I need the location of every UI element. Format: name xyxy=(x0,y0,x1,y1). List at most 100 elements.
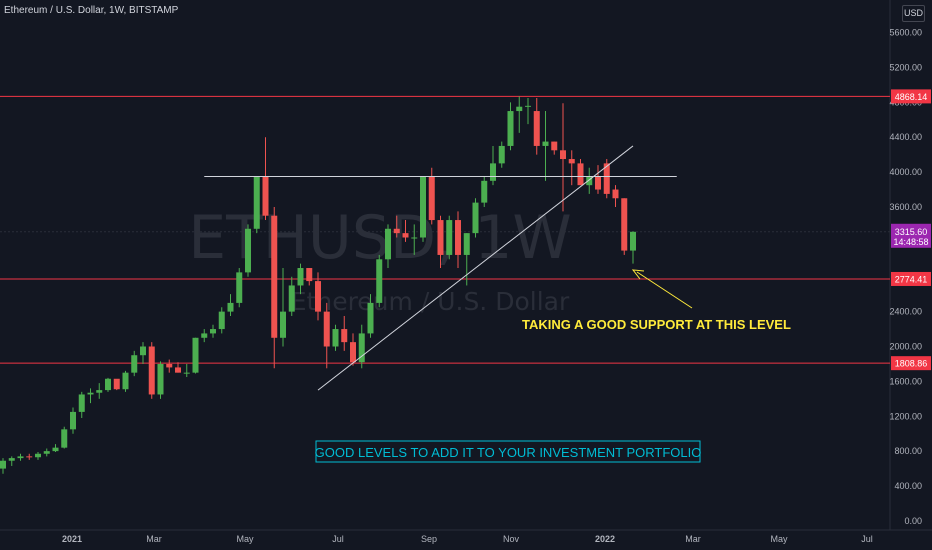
candle xyxy=(306,268,313,286)
portfolio-note-box xyxy=(315,440,701,463)
candle-body xyxy=(122,372,129,390)
candle-body xyxy=(463,233,470,255)
x-tick-label: Mar xyxy=(146,534,162,544)
level-price-label: 4868.14 xyxy=(895,92,928,102)
candle xyxy=(525,97,531,125)
candle-body xyxy=(227,302,234,312)
portfolio-annotation: GOOD LEVELS TO ADD IT TO YOUR INVESTMENT… xyxy=(315,440,701,463)
candle xyxy=(332,324,339,351)
candle-body xyxy=(367,302,374,334)
candle xyxy=(105,377,111,392)
candle-body xyxy=(43,451,50,454)
candle xyxy=(43,448,50,457)
candle xyxy=(490,145,496,186)
bar-countdown-label: 14:48:58 xyxy=(893,237,928,247)
candle-body xyxy=(446,220,453,255)
candle-body xyxy=(455,220,461,255)
support-annotation: TAKING A GOOD SUPPORT AT THIS LEVEL xyxy=(522,269,791,332)
candle-body xyxy=(148,346,155,395)
x-tick-label: Jul xyxy=(861,534,873,544)
candle-body xyxy=(516,106,523,112)
candle xyxy=(446,215,453,260)
trend-line xyxy=(317,145,634,391)
candle-body xyxy=(586,176,593,186)
x-tick-label: May xyxy=(770,534,788,544)
candle-body xyxy=(560,150,566,160)
candle xyxy=(411,224,418,255)
candle-body xyxy=(393,228,400,234)
candle-body xyxy=(35,453,41,458)
candle-body xyxy=(630,231,636,251)
candle-body xyxy=(245,228,251,273)
watermark-name: Ethereum / U.S. Dollar xyxy=(291,287,570,316)
candle-body xyxy=(262,176,269,216)
candle xyxy=(96,383,103,399)
candle xyxy=(166,359,173,373)
support-note: TAKING A GOOD SUPPORT AT THIS LEVEL xyxy=(522,317,791,332)
candlestick-series xyxy=(0,96,636,474)
candle-body xyxy=(437,220,444,255)
candle xyxy=(131,350,138,377)
y-tick-label: 0.00 xyxy=(904,516,922,526)
y-tick-label: 800.00 xyxy=(894,446,922,456)
candle xyxy=(358,324,365,369)
x-tick-label: 2022 xyxy=(595,534,615,544)
level-price-tag xyxy=(891,356,931,371)
support-arrow-shaft xyxy=(636,271,693,309)
candle-body xyxy=(612,189,619,199)
candle-body xyxy=(341,329,348,343)
x-tick-label: Nov xyxy=(503,534,520,544)
candle xyxy=(0,458,6,474)
candle-body xyxy=(157,363,164,395)
candle xyxy=(61,426,68,449)
candle xyxy=(218,307,225,334)
candle-body xyxy=(376,259,383,303)
candle-body xyxy=(61,429,68,448)
candle-body xyxy=(323,311,330,347)
y-tick-label: 2400.00 xyxy=(889,307,922,317)
y-tick-label: 5200.00 xyxy=(889,62,922,72)
symbol-header[interactable]: Ethereum / U.S. Dollar, 1W, BITSTAMP xyxy=(4,5,179,16)
drawn-lines xyxy=(204,145,677,391)
candle-body xyxy=(603,163,610,194)
candle xyxy=(122,370,129,392)
y-tick-label: 3600.00 xyxy=(889,202,922,212)
candle-body xyxy=(595,176,601,190)
time-axis[interactable]: 2021 Mar May Jul Sep Nov 2022 Mar May Jul xyxy=(62,534,873,544)
level-price-tag xyxy=(891,89,931,104)
currency-button[interactable]: USD xyxy=(902,5,925,22)
candle xyxy=(455,211,461,269)
candle-body xyxy=(621,198,628,251)
candle xyxy=(288,276,295,316)
candle-body xyxy=(113,378,120,390)
candle-body xyxy=(140,346,146,356)
level-price-label: 1808.86 xyxy=(895,359,928,369)
candle xyxy=(192,337,199,374)
candle-body xyxy=(218,311,225,330)
candle xyxy=(481,176,488,207)
x-tick-label: Jul xyxy=(332,534,344,544)
candle xyxy=(183,363,190,378)
candle-body xyxy=(315,281,321,312)
y-tick-label: 4400.00 xyxy=(889,132,922,142)
candle-body xyxy=(533,111,540,146)
candle-body xyxy=(551,141,558,151)
candle-body xyxy=(420,176,426,238)
candle-body xyxy=(201,333,208,338)
candle xyxy=(542,111,549,181)
candle xyxy=(621,198,628,255)
candle xyxy=(612,185,619,207)
horizontal-levels xyxy=(0,95,890,364)
candle xyxy=(17,453,24,461)
candle xyxy=(201,329,208,343)
candle-body xyxy=(568,159,575,164)
candle xyxy=(140,342,146,364)
candle xyxy=(52,444,59,453)
candle xyxy=(262,137,269,221)
candle-body xyxy=(210,329,216,334)
candle xyxy=(420,176,426,242)
chart-canvas[interactable] xyxy=(0,0,890,530)
candle-body xyxy=(358,333,365,363)
candle-body xyxy=(0,460,6,469)
